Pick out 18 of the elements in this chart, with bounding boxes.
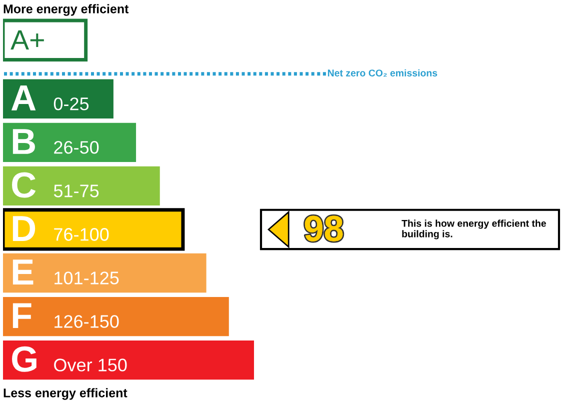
bar: [3, 253, 206, 293]
text: Net zero CO₂ emissions: [328, 69, 438, 77]
y-tick-label: D 76-100: [12, 216, 109, 241]
text: 98: [304, 216, 343, 242]
text: Less energy efficient: [4, 388, 128, 400]
bar: [3, 79, 114, 118]
y-tick-label: G Over 150: [12, 346, 127, 372]
y-tick-label: B 26-50: [12, 129, 99, 154]
bar: [3, 340, 254, 380]
text: This is how energy efficient the building is.: [402, 220, 546, 240]
bar: [3, 166, 160, 206]
chart-title: More energy efficient: [4, 4, 129, 16]
y-tick-label: A+: [10, 30, 44, 50]
y-tick-label: A 0-25: [11, 86, 89, 110]
y-tick-label: F 126-150: [12, 303, 119, 328]
y-tick-label: E 101-125: [12, 260, 119, 285]
y-tick-label: C 51-75: [12, 172, 99, 198]
bar: [3, 296, 229, 336]
